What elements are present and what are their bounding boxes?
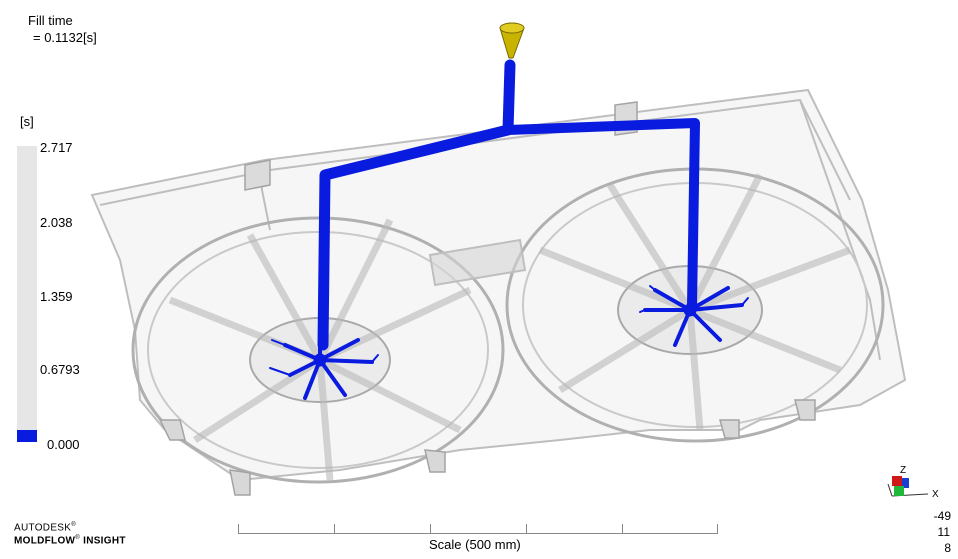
- scale-bar-tick: [526, 524, 527, 534]
- scale-bar-tick: [622, 524, 623, 534]
- triad-label-x: X: [932, 489, 939, 500]
- scale-bar-tick: [430, 524, 431, 534]
- injection-cone-icon: [500, 23, 524, 58]
- axis-triad-icon[interactable]: Z X: [880, 466, 950, 506]
- legend-unit: [s]: [20, 114, 34, 129]
- legend-color-bar: [17, 146, 37, 442]
- scale-label: Scale (500 mm): [429, 537, 521, 552]
- rotation-x: -49: [921, 509, 951, 523]
- part-model: [92, 90, 905, 495]
- scale-bar-tick: [238, 524, 239, 534]
- rotation-z: 8: [921, 541, 951, 555]
- rotation-y: 11: [920, 525, 950, 539]
- brand-product: MOLDFLOW® INSIGHT: [14, 535, 126, 546]
- brand-autodesk: AUTODESK®: [14, 522, 76, 533]
- model-viewport[interactable]: [60, 0, 920, 520]
- scale-bar: [238, 533, 718, 534]
- legend-min-swatch: [17, 430, 37, 442]
- scale-bar-tick: [717, 524, 718, 534]
- scale-bar-tick: [334, 524, 335, 534]
- triad-label-z: Z: [900, 466, 906, 476]
